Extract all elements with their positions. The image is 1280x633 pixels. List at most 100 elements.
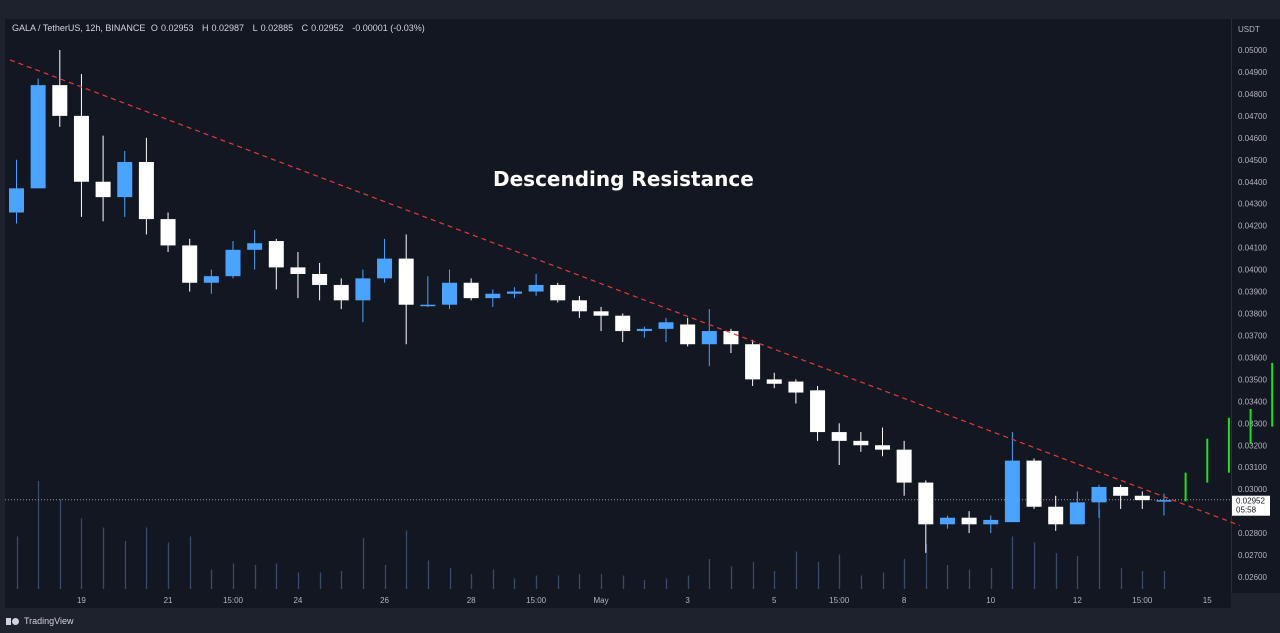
price-tick-label: 0.03100 [1238,463,1267,472]
time-tick-label: 24 [293,596,302,605]
time-tick-label: 3 [685,596,690,605]
candle-body [290,267,306,274]
candle-body [52,85,68,116]
tradingview-logo-icon [6,617,20,626]
candle-body [355,278,371,301]
candle-body [636,328,652,332]
candle-body [1048,506,1064,525]
last-price-value: 0.02952 [1236,497,1265,506]
brand-name: TradingView [24,616,74,626]
time-tick-label: 15:00 [223,596,244,605]
candle-body [896,449,912,483]
candle-body [593,311,609,316]
descending-trendline[interactable] [9,59,1240,526]
candle-body [571,300,587,312]
time-tick-label: 28 [467,596,476,605]
candle-body [442,282,457,305]
candle-body [268,241,284,268]
candle-body [723,331,739,345]
candle-body [939,517,955,525]
time-axis[interactable] [5,593,1231,608]
price-tick-label: 0.02800 [1238,529,1267,538]
price-tick-label: 0.03300 [1238,419,1267,428]
brand-footer[interactable]: TradingView [6,614,74,628]
price-tick-label: 0.03900 [1238,288,1267,297]
price-tick-label: 0.03500 [1238,375,1267,384]
candle-body [961,517,977,525]
time-tick-label: 15:00 [526,596,547,605]
candle-body [788,381,804,393]
close-value: 0.02952 [311,23,344,33]
candle-body [831,432,847,441]
candle-body [701,331,717,345]
price-tick-label: 0.03800 [1238,310,1267,319]
projection-bars [1184,362,1274,502]
symbol-title[interactable]: GALA / TetherUS, 12h, BINANCE [12,23,146,33]
volume-bars [16,481,1166,589]
candle-body [138,161,154,220]
price-tick-label: 0.02700 [1238,551,1267,560]
price-tick-label: 0.04900 [1238,68,1267,77]
candle-body [463,282,479,299]
high-label: H [202,23,209,33]
low-value: 0.02885 [260,23,294,33]
candle-body [615,315,631,332]
price-tick-label: 0.05000 [1238,46,1267,55]
candle-body [203,276,219,283]
price-tick-label: 0.03200 [1238,441,1267,450]
price-tick-label: 0.04600 [1238,134,1267,143]
candle-body [983,519,999,525]
time-tick-label: May [593,596,608,605]
time-tick-label: 15:00 [829,596,850,605]
candle-body [333,284,349,301]
candle-body [30,85,46,189]
price-tick-label: 0.03700 [1238,331,1267,340]
price-tick-label: 0.03000 [1238,485,1267,494]
time-tick-label: 5 [772,596,777,605]
candle-body [766,379,782,384]
candle-body [312,273,328,285]
candle-body [658,322,674,329]
candle-body [1026,460,1042,507]
candles[interactable] [9,50,1172,553]
candle-body [9,188,24,213]
candle-body [1113,486,1129,496]
candle-body [1156,500,1172,502]
candle-body [550,284,566,301]
candle-body [73,115,89,182]
candle-body [1069,502,1085,525]
time-axis-labels: 19 21 15:00 24 26 28 15:00 May 3 5 15:00 8 10 12 15:00… [77,596,1212,605]
open-value: 0.02953 [160,23,194,33]
last-price-tag: 0.02952 05:58 [1232,495,1270,516]
candle-body [506,291,522,294]
close-label: C [301,23,309,33]
price-tick-label: 0.04700 [1238,112,1267,121]
candle-body [398,258,414,305]
candle-body [1091,486,1107,503]
price-tick-label: 0.04200 [1238,222,1267,231]
high-value: 0.02987 [211,23,245,33]
candle-body [810,390,826,433]
candle-body [918,482,934,525]
price-tick-label: 0.04000 [1238,266,1267,275]
candle-body [420,304,436,307]
time-tick-label: 12 [1073,596,1082,605]
time-tick-label: 8 [902,596,907,605]
candle-body [117,161,133,198]
price-axis-labels: 0.05000 0.04900 0.04800 0.04700 0.04600 0.045… [1238,46,1267,582]
time-tick-label: 21 [164,596,173,605]
candle-body [377,258,393,279]
open-label: O [150,23,158,33]
candle-body [853,440,869,446]
candle-body [680,324,696,345]
price-tick-label: 0.03600 [1238,353,1267,362]
price-tick-label: 0.02600 [1238,573,1267,582]
change-value: -0.00001 (-0.03%) [352,23,425,33]
candle-body [485,293,501,299]
price-tick-label: 0.04800 [1238,90,1267,99]
price-tick-label: 0.04400 [1238,178,1267,187]
legend-header: GALA / TetherUS, 12h, BINANCE O 0.02953 H… [12,23,428,33]
annotation-descending-resistance[interactable]: Descending Resistance [493,167,754,191]
time-tick-label: 10 [986,596,995,605]
